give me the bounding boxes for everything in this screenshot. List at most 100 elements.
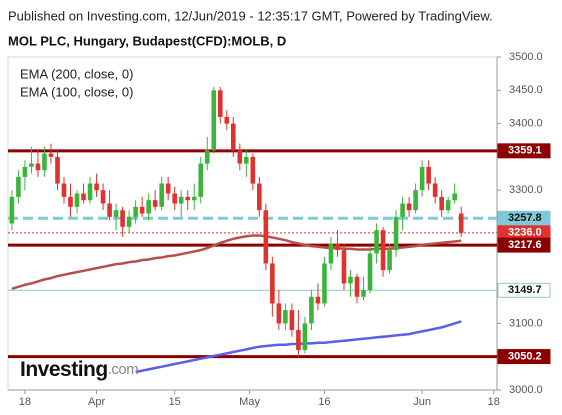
- candle-body: [9, 196, 15, 224]
- level-label: 3257.8: [508, 212, 542, 224]
- candle-body: [393, 216, 399, 251]
- candle-body: [400, 203, 405, 217]
- y-tick-label: 3100.0: [509, 317, 543, 329]
- candle-body: [257, 183, 262, 211]
- y-tick-label: 3500.0: [509, 51, 543, 63]
- candle-body: [152, 200, 158, 207]
- legend-entry: EMA (200, close, 0): [20, 66, 133, 81]
- candle-body: [113, 210, 119, 217]
- candle-body: [315, 296, 321, 304]
- level-label-box: [497, 143, 551, 159]
- candle-body: [413, 190, 418, 211]
- candle-body: [367, 253, 373, 291]
- candle-body: [224, 116, 230, 124]
- level-label: 3149.7: [508, 284, 542, 296]
- level-label: 3217.6: [508, 239, 542, 251]
- candle-body: [270, 263, 275, 304]
- candle-body: [48, 153, 54, 157]
- candle-body: [87, 183, 93, 201]
- x-tick-label: 15: [169, 396, 181, 408]
- candle-body: [302, 323, 308, 351]
- candle-body: [172, 193, 177, 204]
- candle-body: [380, 230, 386, 271]
- candle-body: [458, 213, 464, 233]
- candle-body: [35, 163, 41, 171]
- candle-body: [296, 330, 301, 351]
- level-label-box: [497, 210, 551, 226]
- candle-body: [335, 243, 340, 251]
- candle-body: [361, 290, 366, 297]
- candle-body: [341, 250, 347, 284]
- candle-body: [133, 206, 138, 217]
- candle-body: [426, 166, 431, 184]
- x-tick-label: Apr: [88, 396, 105, 408]
- candle-body: [244, 156, 249, 164]
- candle-body: [217, 90, 223, 117]
- logo-suffix: .com: [108, 361, 139, 378]
- level-label-box: [497, 237, 551, 253]
- candle-body: [452, 193, 457, 201]
- x-tick-label: 18: [488, 396, 500, 408]
- level-label: 3359.1: [508, 145, 542, 157]
- candle-body: [185, 196, 191, 201]
- candle-body: [165, 183, 171, 194]
- candle-body: [139, 206, 145, 214]
- candle-body: [406, 203, 412, 211]
- candle-body: [204, 150, 210, 164]
- level-label-box: [497, 282, 551, 298]
- y-tick-label: 3300.0: [509, 184, 543, 196]
- candle-body: [107, 203, 112, 217]
- candle-body: [328, 243, 334, 264]
- candle-body: [81, 193, 86, 201]
- candle-body: [211, 90, 217, 151]
- candle-body: [126, 216, 132, 227]
- legend-entry: EMA (100, close, 0): [20, 84, 133, 99]
- level-label: 3236.0: [508, 227, 542, 239]
- candle-body: [309, 296, 314, 324]
- y-tick-label: 3400.0: [509, 118, 543, 130]
- x-tick-label: 18: [19, 396, 31, 408]
- candle-body: [198, 163, 204, 197]
- candle-body: [348, 276, 353, 284]
- candle-body: [289, 310, 295, 331]
- y-tick-label: 3450.0: [509, 84, 543, 96]
- candle-body: [445, 200, 451, 211]
- candle-body: [263, 210, 269, 264]
- candle-body: [191, 196, 197, 201]
- x-tick-label: May: [239, 396, 260, 408]
- candle-body: [439, 196, 444, 211]
- candle-body: [146, 200, 151, 214]
- candle-body: [29, 163, 34, 167]
- candle-body: [94, 183, 99, 191]
- logo-main: Investing: [20, 358, 108, 381]
- plot-area: [8, 86, 497, 374]
- candle-body: [100, 190, 106, 204]
- logo: Investing.com: [20, 358, 138, 381]
- candle-body: [74, 193, 80, 207]
- candle-body: [322, 263, 327, 304]
- candle-body: [250, 156, 256, 184]
- chart-title: MOL PLC, Hungary, Budapest(CFD):MOLB, D: [8, 33, 286, 48]
- candle-body: [237, 150, 243, 164]
- header: Published on Investing.com, 12/Jun/2019 …: [8, 8, 493, 23]
- candle-body: [283, 310, 288, 324]
- candle-body: [387, 250, 392, 271]
- candle-body: [22, 166, 28, 177]
- candle-body: [276, 303, 282, 324]
- candle-body: [159, 183, 164, 207]
- plot-frame: [7, 56, 498, 391]
- candle-body: [120, 210, 125, 227]
- candle-body: [354, 276, 360, 297]
- candle-body: [61, 183, 67, 197]
- candle-body: [55, 156, 60, 184]
- x-tick-label: 16: [318, 396, 330, 408]
- candle-body: [68, 196, 73, 207]
- candle-body: [178, 196, 184, 204]
- candle-body: [432, 183, 438, 197]
- level-label-box: [497, 349, 551, 365]
- candle-body: [230, 123, 236, 151]
- candle-body: [419, 166, 425, 191]
- level-label: 3050.2: [508, 350, 542, 362]
- y-tick-label: 3000.0: [509, 384, 543, 396]
